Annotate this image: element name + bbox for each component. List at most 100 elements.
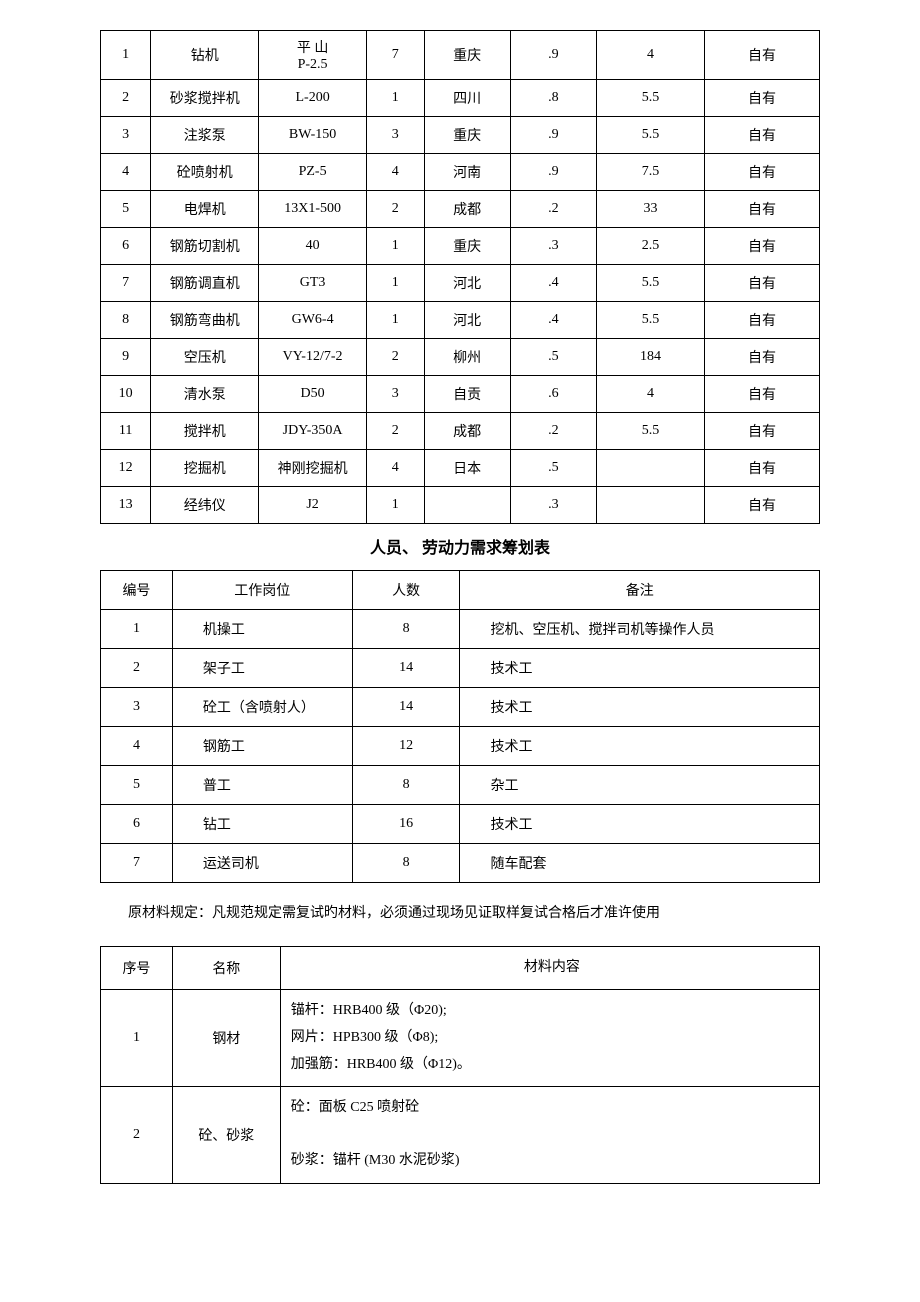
table-cell: 自有 [704, 265, 819, 302]
table-cell: .2 [510, 191, 596, 228]
table-cell: 16 [352, 805, 460, 844]
table-cell: GW6-4 [259, 302, 367, 339]
table-cell: 重庆 [424, 117, 510, 154]
equipment-table: 1钻机平 山 P-2.57重庆.94自有2砂浆搅拌机L-2001四川.85.5自… [100, 30, 820, 524]
table-cell: 自有 [704, 117, 819, 154]
table-cell: 河南 [424, 154, 510, 191]
table-cell [424, 487, 510, 524]
table-cell: 锚杆：HRB400 级（Φ20); 网片：HPB300 级（Φ8); 加强筋：H… [280, 990, 819, 1087]
table-cell: VY-12/7-2 [259, 339, 367, 376]
table-cell: 钢筋调直机 [151, 265, 259, 302]
table-cell: 砂浆搅拌机 [151, 80, 259, 117]
table-cell: 12 [101, 450, 151, 487]
table-cell: 架子工 [172, 649, 352, 688]
table-cell: 40 [259, 228, 367, 265]
table-cell: 2.5 [597, 228, 705, 265]
table-cell: JDY-350A [259, 413, 367, 450]
table-cell: 2 [101, 1087, 173, 1184]
table-cell: 河北 [424, 302, 510, 339]
table-header: 序号 [101, 946, 173, 990]
table-cell: .9 [510, 154, 596, 191]
table-cell: 3 [101, 117, 151, 154]
table-cell: 13 [101, 487, 151, 524]
table-cell: 自有 [704, 450, 819, 487]
table-cell: 钢筋工 [172, 727, 352, 766]
table-cell: 1 [101, 610, 173, 649]
materials-paragraph: 原材料规定：凡规范规定需复试旳材料，必须通过现场见证取样复试合格后才准许使用 [100, 899, 820, 930]
table-cell: .3 [510, 487, 596, 524]
table-cell: GT3 [259, 265, 367, 302]
table-cell: 成都 [424, 413, 510, 450]
table-cell: 8 [352, 844, 460, 883]
table-cell: 5 [101, 191, 151, 228]
table-cell: 14 [352, 649, 460, 688]
table-cell: 砼：面板 C25 喷射砼 砂浆：锚杆 (M30 水泥砂浆) [280, 1087, 819, 1184]
table-cell: 柳州 [424, 339, 510, 376]
table-cell: 8 [352, 766, 460, 805]
table-cell: 5.5 [597, 80, 705, 117]
table-cell: 14 [352, 688, 460, 727]
table-cell: 4 [597, 376, 705, 413]
table-cell: 1 [367, 302, 425, 339]
table-header: 名称 [172, 946, 280, 990]
table-cell: L-200 [259, 80, 367, 117]
table-cell: 运送司机 [172, 844, 352, 883]
table-cell: 5.5 [597, 302, 705, 339]
table-cell: 5.5 [597, 413, 705, 450]
table-cell: 7 [367, 31, 425, 80]
table-cell: .9 [510, 31, 596, 80]
table-cell: 自有 [704, 339, 819, 376]
table-cell: 自有 [704, 487, 819, 524]
table-cell: 9 [101, 339, 151, 376]
table-cell: 自有 [704, 228, 819, 265]
table-cell: 技术工 [460, 688, 820, 727]
table-cell: 挖机、空压机、搅拌司机等操作人员 [460, 610, 820, 649]
table-cell: 电焊机 [151, 191, 259, 228]
table-cell: .5 [510, 339, 596, 376]
table-cell: 11 [101, 413, 151, 450]
table-cell [597, 450, 705, 487]
table-header: 编号 [101, 571, 173, 610]
table-cell: 7 [101, 844, 173, 883]
table-cell: .4 [510, 265, 596, 302]
table-cell: 机操工 [172, 610, 352, 649]
table-cell: 2 [101, 80, 151, 117]
table-cell: 钻机 [151, 31, 259, 80]
table-cell: .6 [510, 376, 596, 413]
table-cell: 3 [367, 376, 425, 413]
table-cell: 技术工 [460, 805, 820, 844]
table-cell: 5.5 [597, 117, 705, 154]
section-title-labor: 人员、 劳动力需求筹划表 [100, 534, 820, 558]
table-cell: 挖掘机 [151, 450, 259, 487]
table-cell: 重庆 [424, 228, 510, 265]
table-cell: 12 [352, 727, 460, 766]
table-cell: 4 [597, 31, 705, 80]
table-cell: 技术工 [460, 727, 820, 766]
table-cell: J2 [259, 487, 367, 524]
table-cell: 钢筋弯曲机 [151, 302, 259, 339]
table-cell: 砼工（含喷射人） [172, 688, 352, 727]
table-cell: 1 [367, 228, 425, 265]
table-cell: 4 [101, 154, 151, 191]
table-cell: 自贡 [424, 376, 510, 413]
table-cell: 搅拌机 [151, 413, 259, 450]
table-header: 工作岗位 [172, 571, 352, 610]
table-cell: 1 [101, 31, 151, 80]
table-cell: 自有 [704, 302, 819, 339]
table-cell: .5 [510, 450, 596, 487]
table-cell: 4 [101, 727, 173, 766]
table-cell: 自有 [704, 376, 819, 413]
table-cell: 技术工 [460, 649, 820, 688]
table-cell: .8 [510, 80, 596, 117]
table-cell: 河北 [424, 265, 510, 302]
table-cell: 7.5 [597, 154, 705, 191]
table-cell: 5.5 [597, 265, 705, 302]
table-cell: 自有 [704, 80, 819, 117]
table-cell: 1 [101, 990, 173, 1087]
table-cell: 普工 [172, 766, 352, 805]
table-cell: 3 [101, 688, 173, 727]
table-cell: 4 [367, 450, 425, 487]
table-cell: 钻工 [172, 805, 352, 844]
table-cell: 10 [101, 376, 151, 413]
table-cell: 钢材 [172, 990, 280, 1087]
